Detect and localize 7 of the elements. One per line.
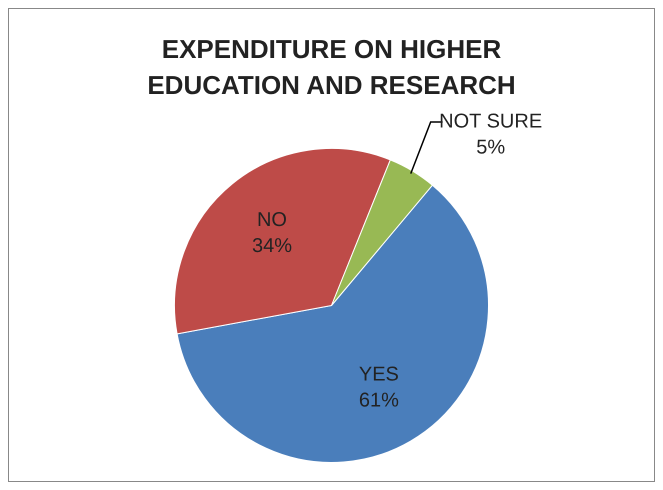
slice-label: NO [256,209,287,232]
data-label: 34% [252,235,292,258]
data-label: 61% [358,389,400,412]
chart-title: EXPENDITURE ON HIGHER EDUCATION AND RESEARCH [146,33,517,102]
slice-label: YES [358,363,399,386]
slice-label: NOT SURE [439,110,542,133]
data-label: 5% [476,136,506,159]
